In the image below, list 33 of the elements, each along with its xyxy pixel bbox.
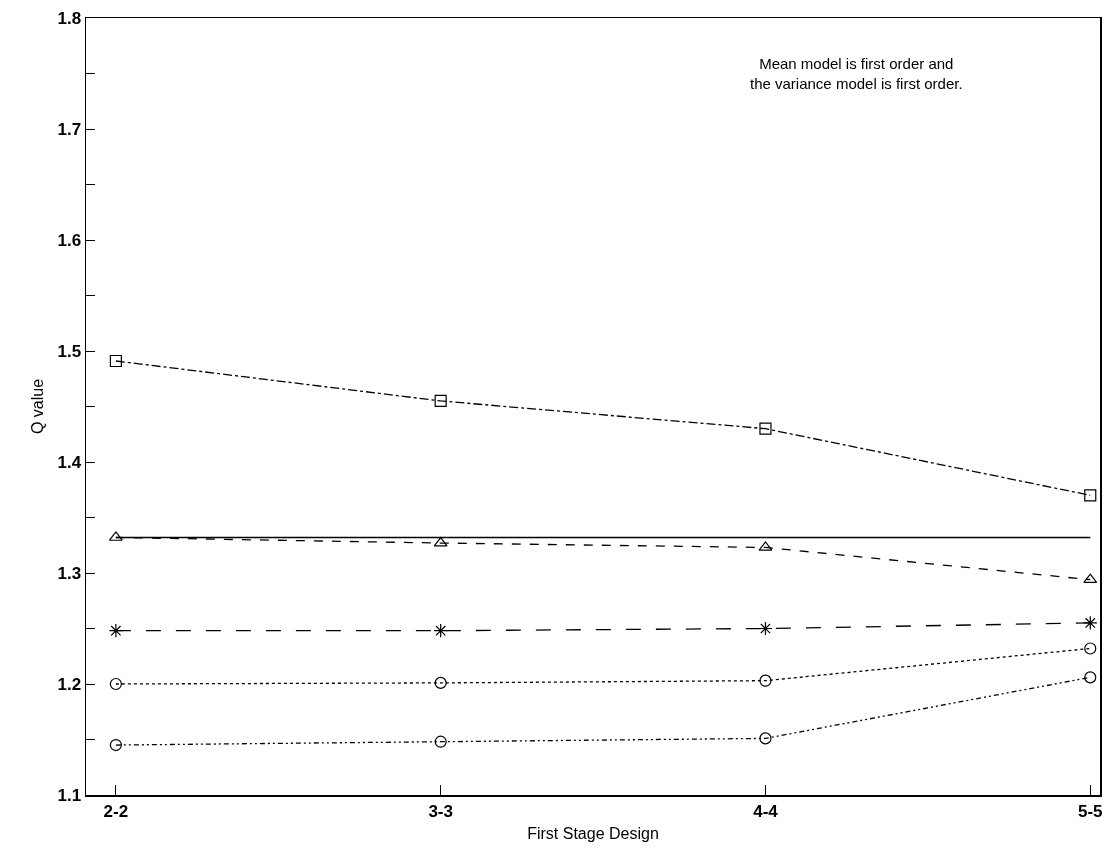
x-tick-label: 2-2 [103, 801, 129, 821]
point [433, 536, 448, 547]
y-tick-label: 1.8 [57, 8, 82, 28]
point [1084, 671, 1097, 684]
point [759, 674, 772, 687]
y-tick-label: 1.7 [57, 119, 82, 139]
point [434, 676, 447, 689]
x-tick-label: 4-4 [753, 801, 779, 821]
y-tick-label: 1.2 [57, 674, 82, 694]
y-tick-label: 1.1 [57, 785, 82, 805]
point [434, 735, 447, 748]
point [108, 623, 124, 638]
x-tick-label: 5-5 [1077, 801, 1103, 821]
y-tick-label: 1.3 [57, 563, 82, 583]
annotation: Mean model is first order and the variance model is first order. [750, 55, 963, 92]
point [434, 394, 447, 408]
y-tick-label: 1.5 [57, 341, 82, 361]
y-axis-title: Q value [28, 378, 46, 435]
y-tick-label: 1.4 [57, 452, 82, 472]
point [109, 677, 122, 691]
point [1084, 489, 1097, 502]
point [759, 422, 772, 435]
x-tick-label: 3-3 [428, 801, 453, 821]
point [109, 354, 122, 368]
y-tick-label: 1.6 [57, 230, 82, 250]
point [758, 621, 773, 636]
point [433, 623, 448, 638]
x-axis-title: First Stage Design [527, 825, 659, 843]
point [109, 738, 122, 752]
point [1083, 573, 1098, 584]
point [1084, 642, 1097, 655]
point [759, 732, 772, 745]
point [1083, 615, 1098, 631]
